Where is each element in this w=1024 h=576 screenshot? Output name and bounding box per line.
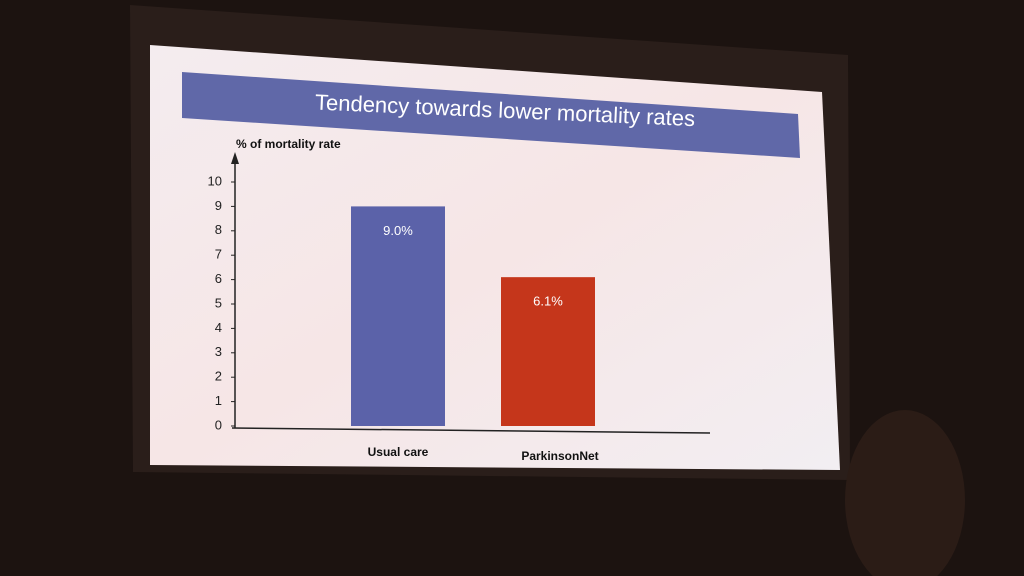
y-tick-label: 3 xyxy=(215,344,222,359)
title-banner xyxy=(182,72,800,158)
y-axis-title: % of mortality rate xyxy=(236,137,341,151)
y-tick-label: 7 xyxy=(215,247,222,262)
bar xyxy=(501,277,595,426)
x-tick-label: ParkinsonNet xyxy=(521,449,598,463)
slide xyxy=(150,45,840,470)
y-tick-label: 5 xyxy=(215,295,222,310)
y-tick-label: 9 xyxy=(215,198,222,213)
y-tick-label: 8 xyxy=(215,222,222,237)
y-tick-label: 6 xyxy=(215,271,222,286)
y-tick-label: 1 xyxy=(215,393,222,408)
value-label: 9.0% xyxy=(383,223,413,238)
y-tick-label: 10 xyxy=(208,173,222,188)
y-tick-label: 0 xyxy=(215,417,222,432)
bar xyxy=(351,206,445,426)
y-axis-arrow xyxy=(231,152,239,164)
x-tick-label: Usual care xyxy=(368,445,429,459)
y-tick-label: 4 xyxy=(215,320,222,335)
audience-head xyxy=(845,410,965,576)
value-label: 6.1% xyxy=(533,294,563,309)
x-axis xyxy=(231,427,711,434)
y-tick-label: 2 xyxy=(215,369,222,384)
